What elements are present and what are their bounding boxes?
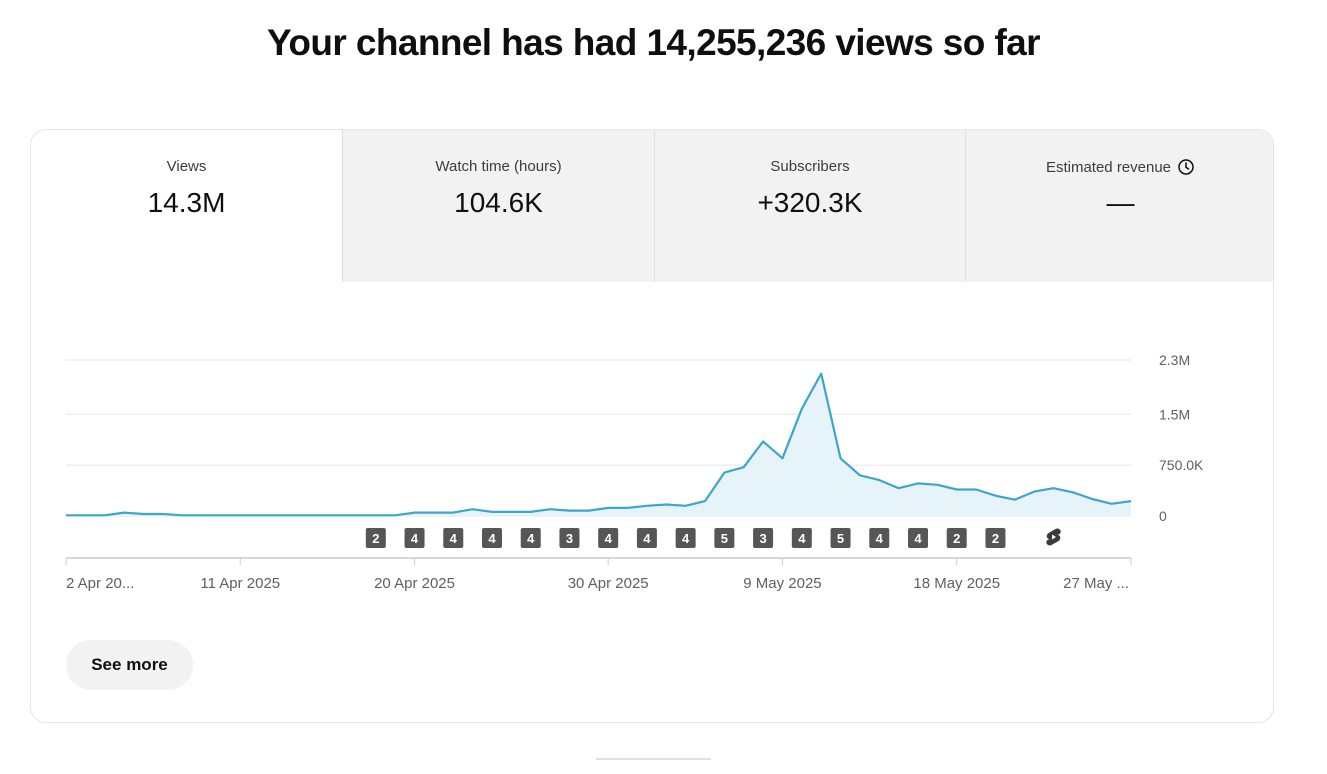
upload-marker[interactable] [985,528,1006,548]
upload-marker-label: 2 [992,531,999,546]
upload-marker[interactable] [908,528,928,548]
y-tick-label: 2.3M [1159,352,1190,368]
upload-marker-label: 4 [643,531,651,546]
see-more-button[interactable]: See more [66,640,193,690]
upload-marker-label: 2 [953,531,960,546]
analytics-card: Views 14.3M Watch time (hours) 104.6K Su… [30,129,1274,723]
tab-value: 14.3M [147,187,226,218]
upload-marker-label: 5 [721,531,728,546]
upload-marker[interactable] [559,528,580,548]
upload-marker-label: 4 [876,531,884,546]
views-area [66,373,1131,516]
upload-marker[interactable] [714,528,735,548]
tab-subscribers[interactable]: Subscribers +320.3K [654,130,965,282]
y-tick-label: 0 [1159,508,1167,524]
clock-icon[interactable] [1177,158,1195,176]
upload-marker-label: 2 [372,531,379,546]
upload-marker-label: 5 [837,531,844,546]
y-tick-label: 1.5M [1159,406,1190,422]
tab-label: Views [166,158,207,175]
upload-marker-label: 3 [566,531,573,546]
upload-marker-label: 3 [759,531,766,546]
upload-marker[interactable] [636,528,657,548]
upload-marker[interactable] [946,528,967,548]
upload-marker[interactable] [753,528,774,548]
scroll-indicator [596,758,711,760]
tab-label: Watch time (hours) [435,158,562,175]
tab-value: — [1106,187,1135,218]
page-title: Your channel has had 14,255,236 views so… [267,22,1041,63]
tab-estimated-revenue[interactable]: Estimated revenue — [965,130,1273,282]
tab-value: 104.6K [454,187,543,218]
x-tick-label: 9 May 2025 [743,575,821,592]
shorts-icon[interactable] [1046,528,1061,546]
x-tick-label: 27 May ... [1063,575,1129,592]
upload-marker[interactable] [443,528,464,548]
views-chart-svg: 0 750.0K 1.5M 2.3M 2 4 4 4 4 3 4 4 4 5 3 4 5 4 4 2 2 2 Apr 20… [65,352,1204,592]
tab-label-text: Estimated revenue [1045,159,1172,176]
upload-marker[interactable] [830,528,851,548]
upload-marker[interactable] [520,528,541,548]
upload-marker-label: 4 [914,531,922,546]
tab-label: Subscribers [770,158,850,175]
upload-marker[interactable] [404,528,425,548]
x-tick-label: 18 May 2025 [913,575,1000,592]
upload-marker-label: 4 [411,531,419,546]
tab-value: +320.3K [757,187,863,218]
upload-marker-label: 4 [488,531,496,546]
upload-marker[interactable] [482,528,502,548]
views-line [66,372,1132,517]
upload-marker[interactable] [869,528,890,548]
tab-label: Estimated revenue [966,158,1273,176]
x-tick-label: 11 Apr 2025 [200,575,280,592]
upload-marker[interactable] [598,528,619,548]
y-tick-label: 750.0K [1159,457,1204,473]
upload-marker-label: 4 [527,531,535,546]
shorts-icon-play [1052,534,1057,540]
x-tick-label: 30 Apr 2025 [568,575,649,592]
upload-marker-label: 4 [605,531,613,546]
x-tick-label: 20 Apr 2025 [374,575,455,592]
upload-marker-label: 4 [682,531,690,546]
upload-marker-label: 4 [798,531,806,546]
tab-views[interactable]: Views 14.3M [31,130,342,282]
upload-marker[interactable] [791,528,812,548]
tab-watch-time[interactable]: Watch time (hours) 104.6K [342,130,654,282]
upload-marker-label: 4 [450,531,458,546]
views-chart: 0 750.0K 1.5M 2.3M 2 4 4 4 4 3 4 4 4 5 3 4 5 4 4 2 2 2 Apr 20… [31,282,1273,612]
x-tick-label: 2 Apr 20... [66,575,134,592]
upload-marker[interactable] [365,528,386,548]
upload-marker[interactable] [675,528,696,548]
metric-tabs: Views 14.3M Watch time (hours) 104.6K Su… [31,130,1273,282]
